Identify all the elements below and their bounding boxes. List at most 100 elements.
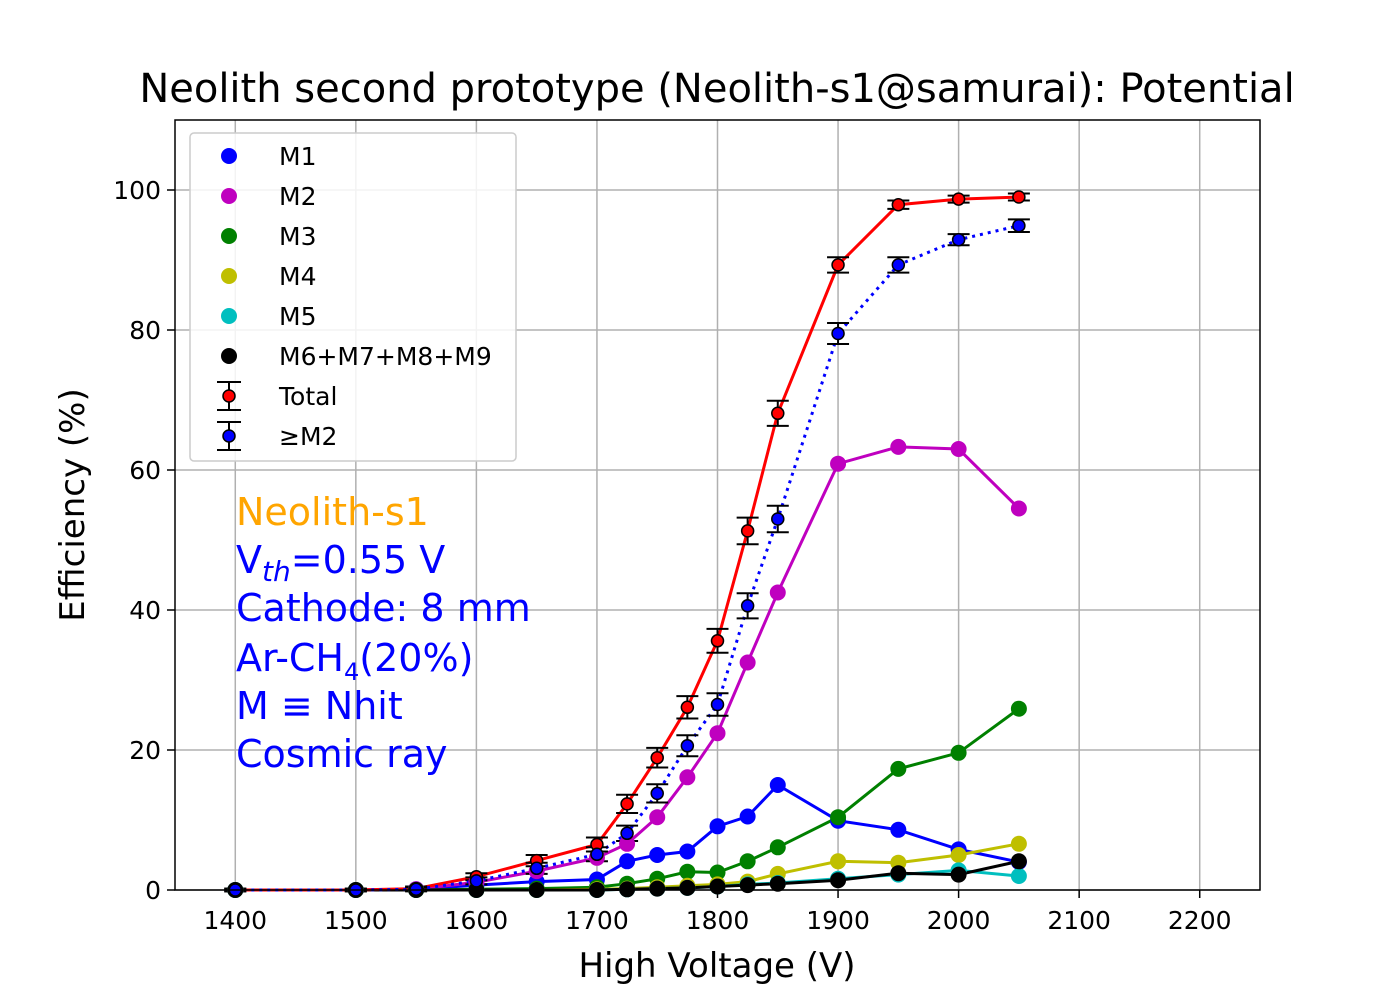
series-7-point	[529, 861, 544, 876]
series-0-point	[619, 853, 636, 870]
chart-title: Neolith second prototype (Neolith-s1@sam…	[139, 66, 1294, 112]
x-tick-label: 1700	[565, 906, 629, 935]
legend-label: M2	[279, 182, 316, 211]
series-1-point	[769, 584, 786, 601]
series-5-point	[739, 877, 756, 894]
series-1-line	[235, 445, 1020, 892]
plot-frame	[174, 119, 1261, 891]
series-4-point	[1010, 868, 1027, 884]
legend-entry-0: M1	[221, 142, 316, 171]
legend-marker	[222, 429, 236, 443]
legend-box	[189, 132, 517, 462]
y-tick-label: 0	[145, 876, 161, 905]
series-2-point	[1010, 700, 1027, 717]
annotation-line-4: Ar-CH4(20%)	[236, 634, 473, 687]
y-tick-label: 20	[129, 736, 161, 765]
series-0-point	[649, 847, 666, 863]
legend-marker	[221, 188, 237, 204]
x-axis-label: High Voltage (V)	[578, 946, 855, 986]
series-6-point	[771, 406, 785, 421]
series-1-point	[709, 725, 726, 742]
legend-entry-3: M4	[221, 262, 316, 291]
legend-marker	[221, 148, 237, 164]
series-6-point	[891, 197, 906, 212]
series-6-point	[831, 258, 845, 272]
series-7-line	[235, 224, 1020, 892]
series-7-point	[771, 512, 785, 526]
series-7-point	[1012, 218, 1026, 233]
series-5-point	[769, 875, 786, 892]
series-2-point	[890, 760, 907, 777]
series-3-point	[950, 847, 967, 863]
series-1-point	[679, 769, 696, 786]
series-7-point	[740, 599, 755, 613]
series-7-point	[469, 874, 484, 888]
legend-entry-1: M2	[221, 182, 316, 211]
series-6-point	[740, 524, 755, 538]
legend-marker	[221, 268, 237, 284]
legend-label: M4	[279, 262, 316, 291]
legend-label: ≥M2	[279, 422, 337, 451]
series-5-point	[649, 880, 666, 897]
legend-label: M6+M7+M8+M9	[279, 342, 492, 371]
series-3-point	[1010, 835, 1027, 852]
series-5-point	[679, 879, 696, 896]
legend-entry-4: M5	[221, 302, 316, 331]
legend-label: M5	[279, 302, 316, 331]
x-tick-label: 1400	[203, 906, 267, 935]
series-6-point	[650, 750, 664, 765]
series-2-point	[950, 744, 967, 761]
series-5-point	[950, 866, 967, 883]
annotation-line-5: M ≡ Nhit	[236, 684, 403, 728]
annotation-vth-v: V	[236, 538, 262, 582]
y-tick-label: 60	[129, 456, 161, 485]
series-3-point	[830, 853, 847, 870]
legend-entry-6: Total	[217, 381, 337, 411]
series-7-point	[891, 258, 906, 272]
x-tick-label: 1600	[445, 906, 509, 935]
series-6-point	[951, 192, 966, 206]
series-7-point	[831, 326, 845, 341]
series-1-point	[739, 654, 756, 671]
series-7-point	[650, 786, 664, 801]
grid	[175, 120, 1260, 891]
series-7-point	[680, 739, 695, 753]
series-0-point	[679, 843, 696, 860]
legend-marker	[221, 308, 237, 324]
legend-marker	[221, 228, 237, 244]
series-2-point	[709, 864, 726, 881]
y-tick-label: 40	[129, 596, 161, 625]
y-tick-label: 80	[129, 316, 161, 345]
series-2-point	[679, 863, 696, 880]
annotation-gas-ratio: (20%)	[359, 636, 474, 680]
x-tick-label: 2200	[1168, 906, 1232, 935]
annotation-vth-sub: th	[262, 555, 291, 588]
series-6-point	[710, 634, 725, 648]
legend-label: M1	[279, 142, 316, 171]
x-tick-label: 2100	[1047, 906, 1111, 935]
legend-entry-2: M3	[221, 222, 316, 251]
series-7-point	[951, 232, 966, 247]
series-5-point	[890, 865, 907, 882]
legend: M1 M2 M3 M4 M5 M6+M7+M8+M9 Total ≥M2	[189, 132, 517, 462]
annotation-line-3: Cathode: 8 mm	[236, 586, 531, 630]
x-tick-label: 1500	[324, 906, 388, 935]
series-1-point	[649, 809, 666, 826]
annotation-line-6: Cosmic ray	[236, 732, 448, 776]
legend-entry-7: ≥M2	[217, 421, 337, 451]
annotation-gas-name: Ar-CH	[236, 636, 345, 680]
series-2-point	[739, 853, 756, 870]
y-axis-label: Efficiency (%)	[53, 388, 93, 621]
series-5-point	[709, 878, 726, 895]
legend-marker	[222, 389, 236, 403]
annotation-gas-sub: 4	[344, 658, 360, 686]
series-1-point	[619, 835, 636, 852]
series-0-point	[890, 821, 907, 838]
series-0-point	[769, 777, 786, 793]
x-tick-label: 2000	[927, 906, 991, 935]
series-7-point	[620, 826, 634, 841]
series-7-point	[590, 847, 604, 862]
x-tick-label: 1900	[806, 906, 870, 935]
series-1-point	[890, 438, 907, 455]
